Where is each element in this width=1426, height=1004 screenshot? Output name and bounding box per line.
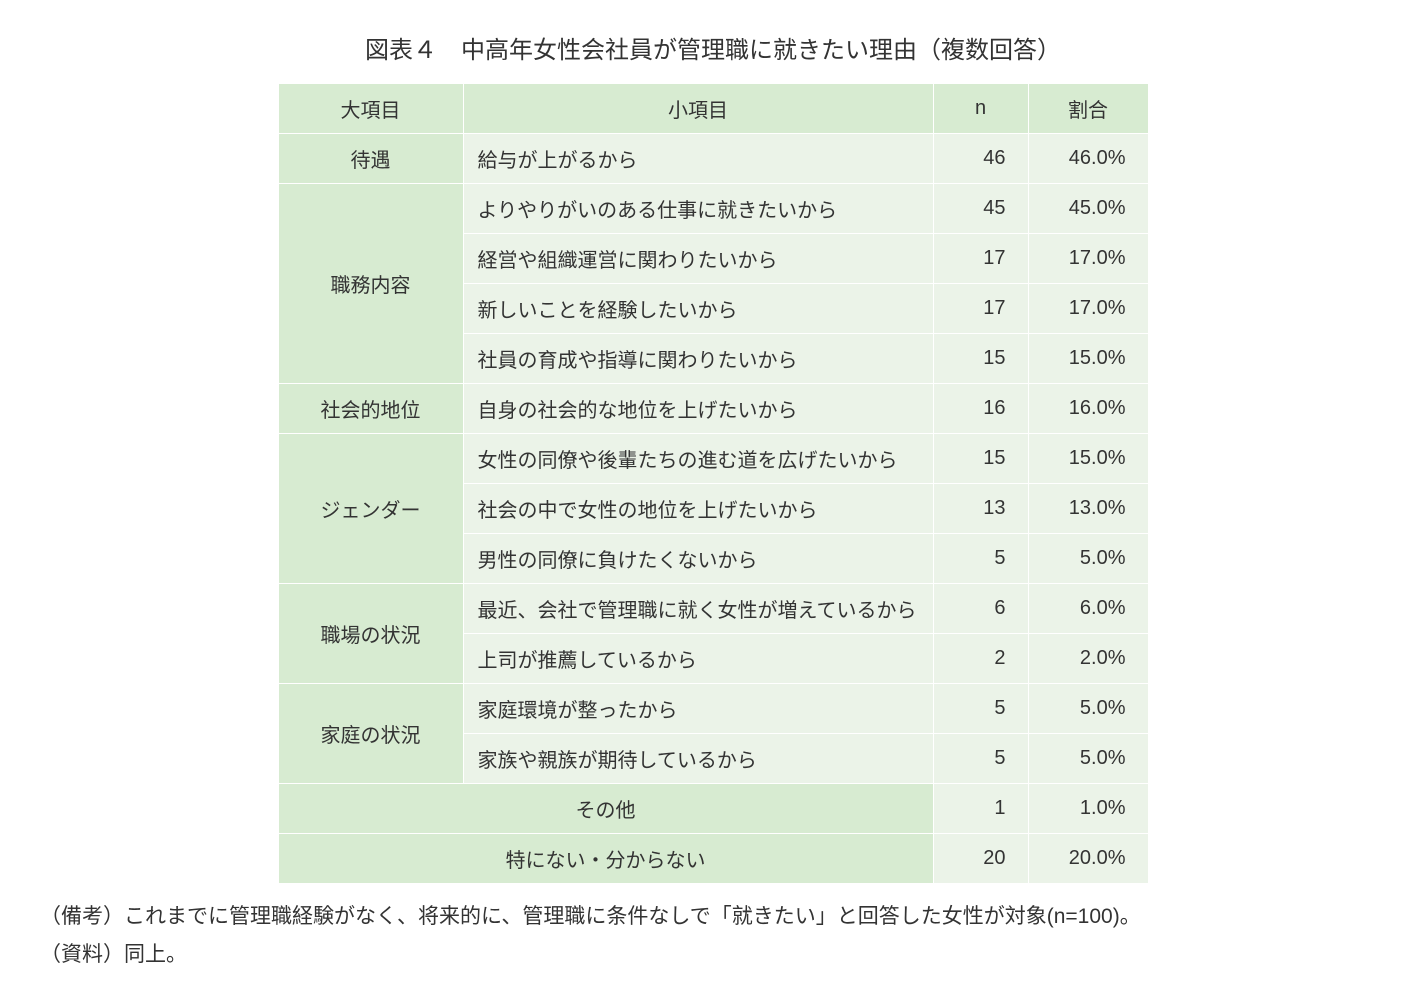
pct-cell: 15.0%: [1028, 334, 1148, 384]
n-cell: 17: [933, 234, 1028, 284]
pct-cell: 17.0%: [1028, 284, 1148, 334]
category-cell: 待遇: [278, 134, 463, 184]
n-cell: 5: [933, 534, 1028, 584]
n-cell: 20: [933, 834, 1028, 884]
n-cell: 5: [933, 684, 1028, 734]
subitem-cell: 家族や親族が期待しているから: [463, 734, 933, 784]
note-remark: （備考）これまでに管理職経験がなく、将来的に、管理職に条件なしで「就きたい」と回…: [40, 898, 1386, 936]
category-cell: 社会的地位: [278, 384, 463, 434]
table-row: その他11.0%: [278, 784, 1148, 834]
table-row: ジェンダー女性の同僚や後輩たちの進む道を広げたいから1515.0%: [278, 434, 1148, 484]
category-cell: ジェンダー: [278, 434, 463, 584]
subitem-cell: 経営や組織運営に関わりたいから: [463, 234, 933, 284]
table-row: 社会的地位自身の社会的な地位を上げたいから1616.0%: [278, 384, 1148, 434]
category-cell: 職場の状況: [278, 584, 463, 684]
col-header-category: 大項目: [278, 84, 463, 134]
table-title: 図表４ 中高年女性会社員が管理職に就きたい理由（複数回答）: [40, 30, 1386, 65]
n-cell: 2: [933, 634, 1028, 684]
pct-cell: 2.0%: [1028, 634, 1148, 684]
subitem-cell: 社員の育成や指導に関わりたいから: [463, 334, 933, 384]
pct-cell: 20.0%: [1028, 834, 1148, 884]
col-header-n: n: [933, 84, 1028, 134]
pct-cell: 16.0%: [1028, 384, 1148, 434]
pct-cell: 5.0%: [1028, 684, 1148, 734]
category-cell: 職務内容: [278, 184, 463, 384]
table-row: 特にない・分からない2020.0%: [278, 834, 1148, 884]
n-cell: 16: [933, 384, 1028, 434]
n-cell: 45: [933, 184, 1028, 234]
subitem-cell: 女性の同僚や後輩たちの進む道を広げたいから: [463, 434, 933, 484]
n-cell: 13: [933, 484, 1028, 534]
subitem-cell: 自身の社会的な地位を上げたいから: [463, 384, 933, 434]
subitem-cell: 男性の同僚に負けたくないから: [463, 534, 933, 584]
pct-cell: 46.0%: [1028, 134, 1148, 184]
table-row: 家庭の状況家庭環境が整ったから55.0%: [278, 684, 1148, 734]
n-cell: 17: [933, 284, 1028, 334]
n-cell: 46: [933, 134, 1028, 184]
n-cell: 1: [933, 784, 1028, 834]
n-cell: 15: [933, 434, 1028, 484]
col-header-subitem: 小項目: [463, 84, 933, 134]
table-row: 職務内容よりやりがいのある仕事に就きたいから4545.0%: [278, 184, 1148, 234]
subitem-cell: 最近、会社で管理職に就く女性が増えているから: [463, 584, 933, 634]
n-cell: 6: [933, 584, 1028, 634]
table-notes: （備考）これまでに管理職経験がなく、将来的に、管理職に条件なしで「就きたい」と回…: [40, 898, 1386, 974]
table-row: 職場の状況最近、会社で管理職に就く女性が増えているから66.0%: [278, 584, 1148, 634]
n-cell: 5: [933, 734, 1028, 784]
subitem-cell: 新しいことを経験したいから: [463, 284, 933, 334]
n-cell: 15: [933, 334, 1028, 384]
table-header-row: 大項目 小項目 n 割合: [278, 84, 1148, 134]
pct-cell: 13.0%: [1028, 484, 1148, 534]
col-header-pct: 割合: [1028, 84, 1148, 134]
subitem-cell: 社会の中で女性の地位を上げたいから: [463, 484, 933, 534]
pct-cell: 17.0%: [1028, 234, 1148, 284]
merged-label-cell: 特にない・分からない: [278, 834, 933, 884]
table-row: 待遇給与が上がるから4646.0%: [278, 134, 1148, 184]
pct-cell: 5.0%: [1028, 734, 1148, 784]
pct-cell: 5.0%: [1028, 534, 1148, 584]
reasons-table: 大項目 小項目 n 割合 待遇給与が上がるから4646.0%職務内容よりやりがい…: [278, 83, 1149, 884]
subitem-cell: 上司が推薦しているから: [463, 634, 933, 684]
pct-cell: 15.0%: [1028, 434, 1148, 484]
category-cell: 家庭の状況: [278, 684, 463, 784]
merged-label-cell: その他: [278, 784, 933, 834]
pct-cell: 1.0%: [1028, 784, 1148, 834]
pct-cell: 45.0%: [1028, 184, 1148, 234]
subitem-cell: 家庭環境が整ったから: [463, 684, 933, 734]
subitem-cell: よりやりがいのある仕事に就きたいから: [463, 184, 933, 234]
note-source: （資料）同上。: [40, 936, 1386, 974]
subitem-cell: 給与が上がるから: [463, 134, 933, 184]
pct-cell: 6.0%: [1028, 584, 1148, 634]
